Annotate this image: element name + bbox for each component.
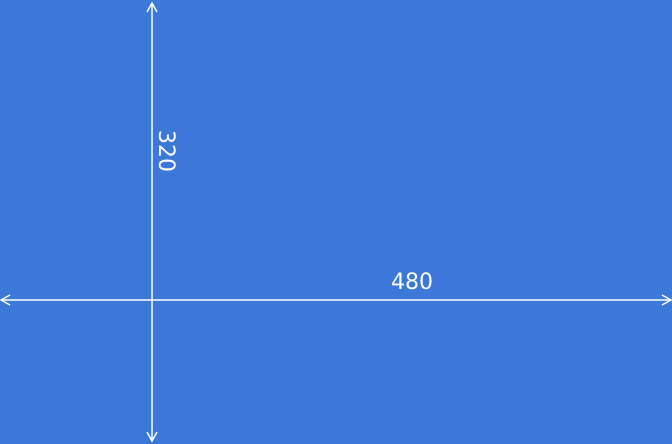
horizontal-arrow-right [661,294,672,306]
vertical-arrow-bottom [146,431,158,443]
vertical-dimension-label: 320 [153,130,178,172]
horizontal-arrow-left [0,294,11,306]
horizontal-dimension-label: 480 [391,270,433,295]
vertical-arrow-top [146,1,158,13]
